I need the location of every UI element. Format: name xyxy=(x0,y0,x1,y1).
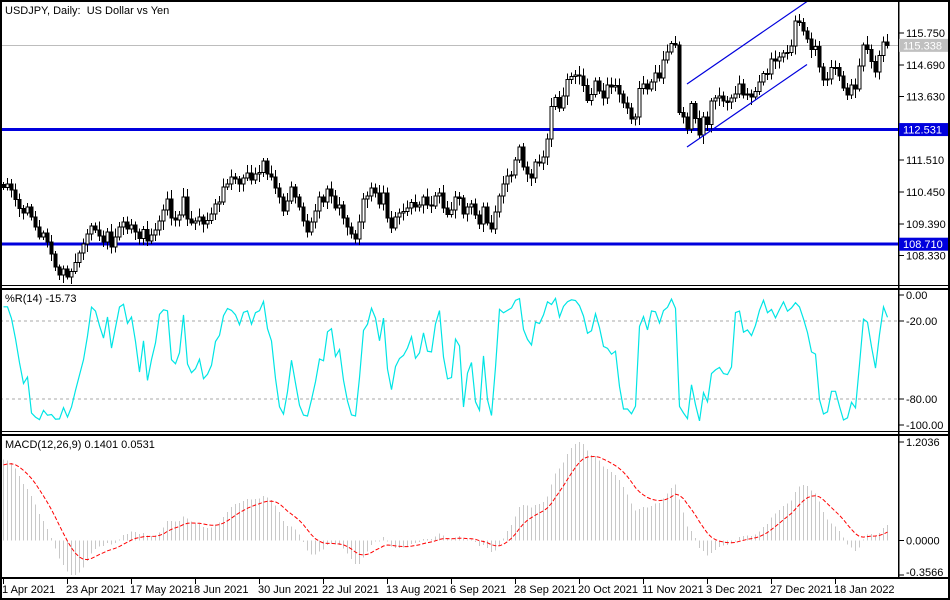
axis-label: 108.330 xyxy=(906,251,946,263)
price-level-badge xyxy=(899,123,950,137)
axis-label: 11 Nov 2021 xyxy=(642,584,704,596)
axis-label: 113.630 xyxy=(906,92,945,104)
macd-axis[interactable]: 1.2036 0.0000 -0.3566 xyxy=(898,437,943,579)
price-axis[interactable]: 115.750 114.690 113.630 111.510 110.450 109.3… xyxy=(898,28,950,263)
price-panel xyxy=(0,1,898,285)
macd-signal-line xyxy=(3,455,888,561)
macd-label: MACD(12,26,9) 0.1401 0.0531 xyxy=(5,439,155,451)
axis-label: 20 Oct 2021 xyxy=(578,584,638,596)
price-lines[interactable] xyxy=(0,44,898,246)
macd-panel xyxy=(3,442,888,575)
trend-channel[interactable] xyxy=(686,1,808,148)
axis-label: 23 Apr 2021 xyxy=(66,584,125,596)
candlestick-series xyxy=(1,14,890,285)
axis-label: 17 May 2021 xyxy=(130,584,194,596)
axis-label: -20.00 xyxy=(906,316,937,328)
axis-label: 18 Jan 2022 xyxy=(834,584,895,596)
axis-label: -0.3566 xyxy=(906,567,943,579)
axis-label: 0.00 xyxy=(906,290,927,302)
axis-label: 114.690 xyxy=(906,60,945,72)
axis-label: 115.750 xyxy=(906,28,945,40)
axis-label: 8 Jun 2021 xyxy=(194,584,248,596)
axis-label: 115.338 xyxy=(903,40,942,52)
axis-label: 30 Jun 2021 xyxy=(258,584,319,596)
axis-label: 27 Dec 2021 xyxy=(770,584,832,596)
price-level-badge xyxy=(899,237,950,251)
panel-separators xyxy=(0,0,950,579)
axis-label: -100.00 xyxy=(906,420,943,432)
axis-label: 111.510 xyxy=(906,155,944,167)
axis-label: 109.390 xyxy=(906,219,946,231)
bid-price-badge xyxy=(899,38,950,52)
chart-title: USDJPY, Daily: US Dollar vs Yen xyxy=(5,5,169,17)
trend-channel-lower-line[interactable] xyxy=(686,64,808,148)
axis-label: 13 Aug 2021 xyxy=(386,584,448,596)
wpr-panel xyxy=(0,296,898,422)
axis-label: 3 Dec 2021 xyxy=(706,584,762,596)
axis-label: 1 Apr 2021 xyxy=(2,584,55,596)
wpr-line xyxy=(3,296,889,422)
wpr-axis[interactable]: 0.00 -20.00 -80.00 -100.00 xyxy=(898,290,943,432)
axis-label: 112.531 xyxy=(903,125,942,137)
macd-histogram xyxy=(3,442,888,575)
axis-label: -80.00 xyxy=(906,394,937,406)
axis-label: 22 Jul 2021 xyxy=(322,584,379,596)
axis-label: 0.0000 xyxy=(906,535,940,547)
wpr-label: %R(14) -15.73 xyxy=(5,293,77,305)
trend-channel-upper-line[interactable] xyxy=(686,1,808,85)
axis-label: 110.450 xyxy=(906,187,945,199)
time-axis[interactable]: 1 Apr 2021 23 Apr 2021 17 May 2021 8 Jun 20… xyxy=(2,579,895,596)
axis-label: 108.710 xyxy=(903,239,943,251)
axis-label: 6 Sep 2021 xyxy=(450,584,506,596)
axis-label: 1.2036 xyxy=(906,437,940,449)
axis-label: 28 Sep 2021 xyxy=(514,584,576,596)
